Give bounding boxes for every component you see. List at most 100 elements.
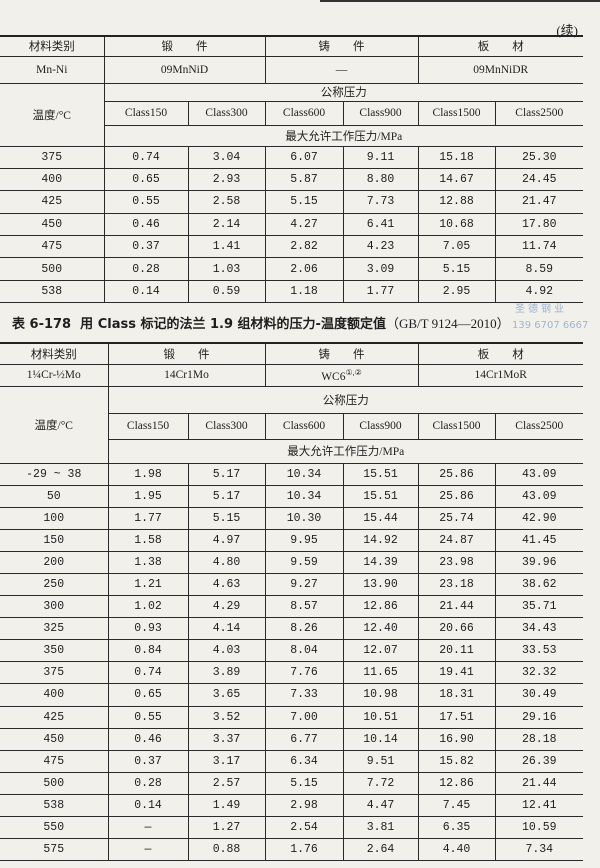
pressure-cell: 35.71 [494, 595, 583, 619]
pressure-cell: 0.65 [107, 683, 189, 707]
pressure-cell: 0.46 [107, 727, 189, 751]
pressure-cell: 7.34 [494, 838, 583, 862]
pressure-cell: 25.74 [417, 506, 496, 530]
forging-grade: 14Cr1Mo [107, 363, 266, 387]
temperature-header: 温度/°C [0, 82, 105, 147]
pressure-cell: 7.72 [342, 771, 419, 795]
pressure-cell: 12.86 [342, 595, 419, 619]
pressure-cell: 0.14 [103, 279, 189, 304]
pressure-cell: 5.87 [264, 167, 344, 192]
temperature-cell: -29 ~ 38 [0, 462, 109, 486]
temperature-cell: 50 [0, 484, 109, 508]
table-row: 575—0.88 1.76 2.64 4.40 7.34 [0, 838, 583, 862]
pressure-cell: 2.95 [417, 279, 496, 304]
pressure-cell: 14.39 [342, 550, 419, 574]
pressure-cell: 10.68 [417, 212, 496, 237]
table-row: 450 0.46 3.37 6.77 10.14 16.90 28.18 [0, 727, 583, 751]
pressure-cell: 6.41 [342, 212, 419, 237]
previous-table-bottom-rule [320, 0, 600, 2]
pressure-cell: 0.46 [103, 212, 189, 237]
pressure-cell: 4.29 [187, 595, 266, 619]
temperature-cell: 538 [0, 793, 109, 818]
pressure-cell: 7.73 [342, 190, 419, 214]
pressure-cell: 4.80 [187, 550, 266, 574]
pressure-cell: 38.62 [494, 572, 583, 597]
pressure-cell: 0.84 [107, 639, 189, 663]
pressure-cell: 23.18 [417, 572, 496, 597]
pressure-cell: 9.59 [264, 550, 344, 574]
pressure-cell: 1.02 [107, 595, 189, 619]
pressure-cell: 5.17 [187, 484, 266, 508]
caption-standard: （GB/T 9124—2010） [385, 316, 510, 331]
casting-footnote-refs: ①,② [345, 367, 362, 377]
pressure-cell: 12.86 [417, 771, 496, 795]
pressure-cell: 1.77 [342, 279, 419, 304]
temperature-cell: 375 [0, 661, 109, 685]
table-row: 550—1.27 2.54 3.81 6.35 10.59 [0, 815, 583, 840]
temperature-cell: 200 [0, 550, 109, 574]
pressure-cell: 7.76 [264, 661, 344, 685]
pressure-cell: 25.86 [417, 484, 496, 508]
class-header: Class150 [104, 100, 189, 126]
forging-grade: 09MnNiD [103, 55, 266, 84]
pressure-cell: 41.45 [494, 528, 583, 552]
temperature-cell: 150 [0, 528, 109, 552]
pressure-cell: 12.40 [342, 617, 419, 641]
pressure-cell: 4.97 [187, 528, 266, 552]
pressure-cell: 1.38 [107, 550, 189, 574]
pressure-cell: 23.98 [417, 550, 496, 574]
pressure-cell: 7.45 [417, 793, 496, 818]
pressure-cell: 0.74 [107, 661, 189, 685]
table-row: 100 1.77 5.15 10.30 15.44 25.74 42.90 [0, 506, 583, 530]
forging-header: 锻 件 [103, 35, 266, 57]
pressure-cell: 1.98 [107, 462, 189, 486]
pressure-cell: 5.17 [187, 462, 266, 486]
table-row: 500 0.28 2.57 5.15 7.72 12.86 21.44 [0, 771, 583, 795]
pressure-cell: 2.64 [342, 838, 419, 862]
pressure-cell: 3.81 [342, 815, 419, 840]
pressure-cell: 11.74 [494, 235, 583, 259]
temperature-cell: 375 [0, 145, 105, 169]
pressure-cell: 12.41 [494, 793, 583, 818]
temperature-cell: 325 [0, 617, 109, 641]
pressure-cell: 28.18 [494, 727, 583, 751]
pressure-cell: 17.51 [417, 705, 496, 729]
temperature-cell: 450 [0, 727, 109, 751]
temperature-cell: 425 [0, 190, 105, 214]
table-row: 50 1.95 5.17 10.34 15.51 25.86 43.09 [0, 484, 583, 508]
pressure-cell: 0.55 [103, 190, 189, 214]
pressure-cell: 9.27 [264, 572, 344, 597]
class-header: Class2500 [494, 412, 583, 440]
temperature-cell: 400 [0, 683, 109, 707]
pressure-cell: 1.03 [187, 257, 266, 281]
pressure-cell: 5.15 [417, 257, 496, 281]
pressure-cell: 0.93 [107, 617, 189, 641]
caption-number: 表 6-178 [12, 317, 72, 332]
class-header: Class300 [187, 412, 266, 440]
pressure-cell: 0.88 [187, 838, 266, 862]
table-row: 425 0.55 3.52 7.00 10.51 17.51 29.16 [0, 705, 583, 729]
material-group: Mn-Ni [0, 55, 105, 84]
max-pressure-header: 最大允许工作压力/MPa [108, 438, 583, 464]
pressure-cell: 0.28 [103, 257, 189, 281]
pressure-cell: — [107, 838, 189, 862]
pressure-cell: 1.49 [187, 793, 266, 818]
temperature-cell: 500 [0, 257, 105, 281]
pressure-cell: 10.34 [264, 462, 344, 486]
pressure-cell: 2.14 [187, 212, 266, 237]
table-row: 400 0.65 3.65 7.33 10.98 18.31 30.49 [0, 683, 583, 707]
table-row: 475 0.37 3.17 6.34 9.51 15.82 26.39 [0, 749, 583, 773]
table-row: 450 0.46 2.14 4.27 6.41 10.68 17.80 [0, 212, 583, 237]
pressure-cell: 20.66 [417, 617, 496, 641]
class-header: Class900 [342, 100, 419, 126]
pressure-cell: 30.49 [494, 683, 583, 707]
pressure-cell: 15.44 [342, 506, 419, 530]
casting-grade: — [264, 55, 419, 84]
class-header: Class2500 [494, 100, 583, 126]
pressure-cell: 4.14 [187, 617, 266, 641]
header-row: 材料类别 锻 件 铸 件 板 材 [0, 342, 583, 365]
pressure-cell: 6.77 [264, 727, 344, 751]
class-header: Class900 [342, 412, 419, 440]
temperature-cell: 538 [0, 279, 105, 304]
pressure-cell: 0.37 [107, 749, 189, 773]
